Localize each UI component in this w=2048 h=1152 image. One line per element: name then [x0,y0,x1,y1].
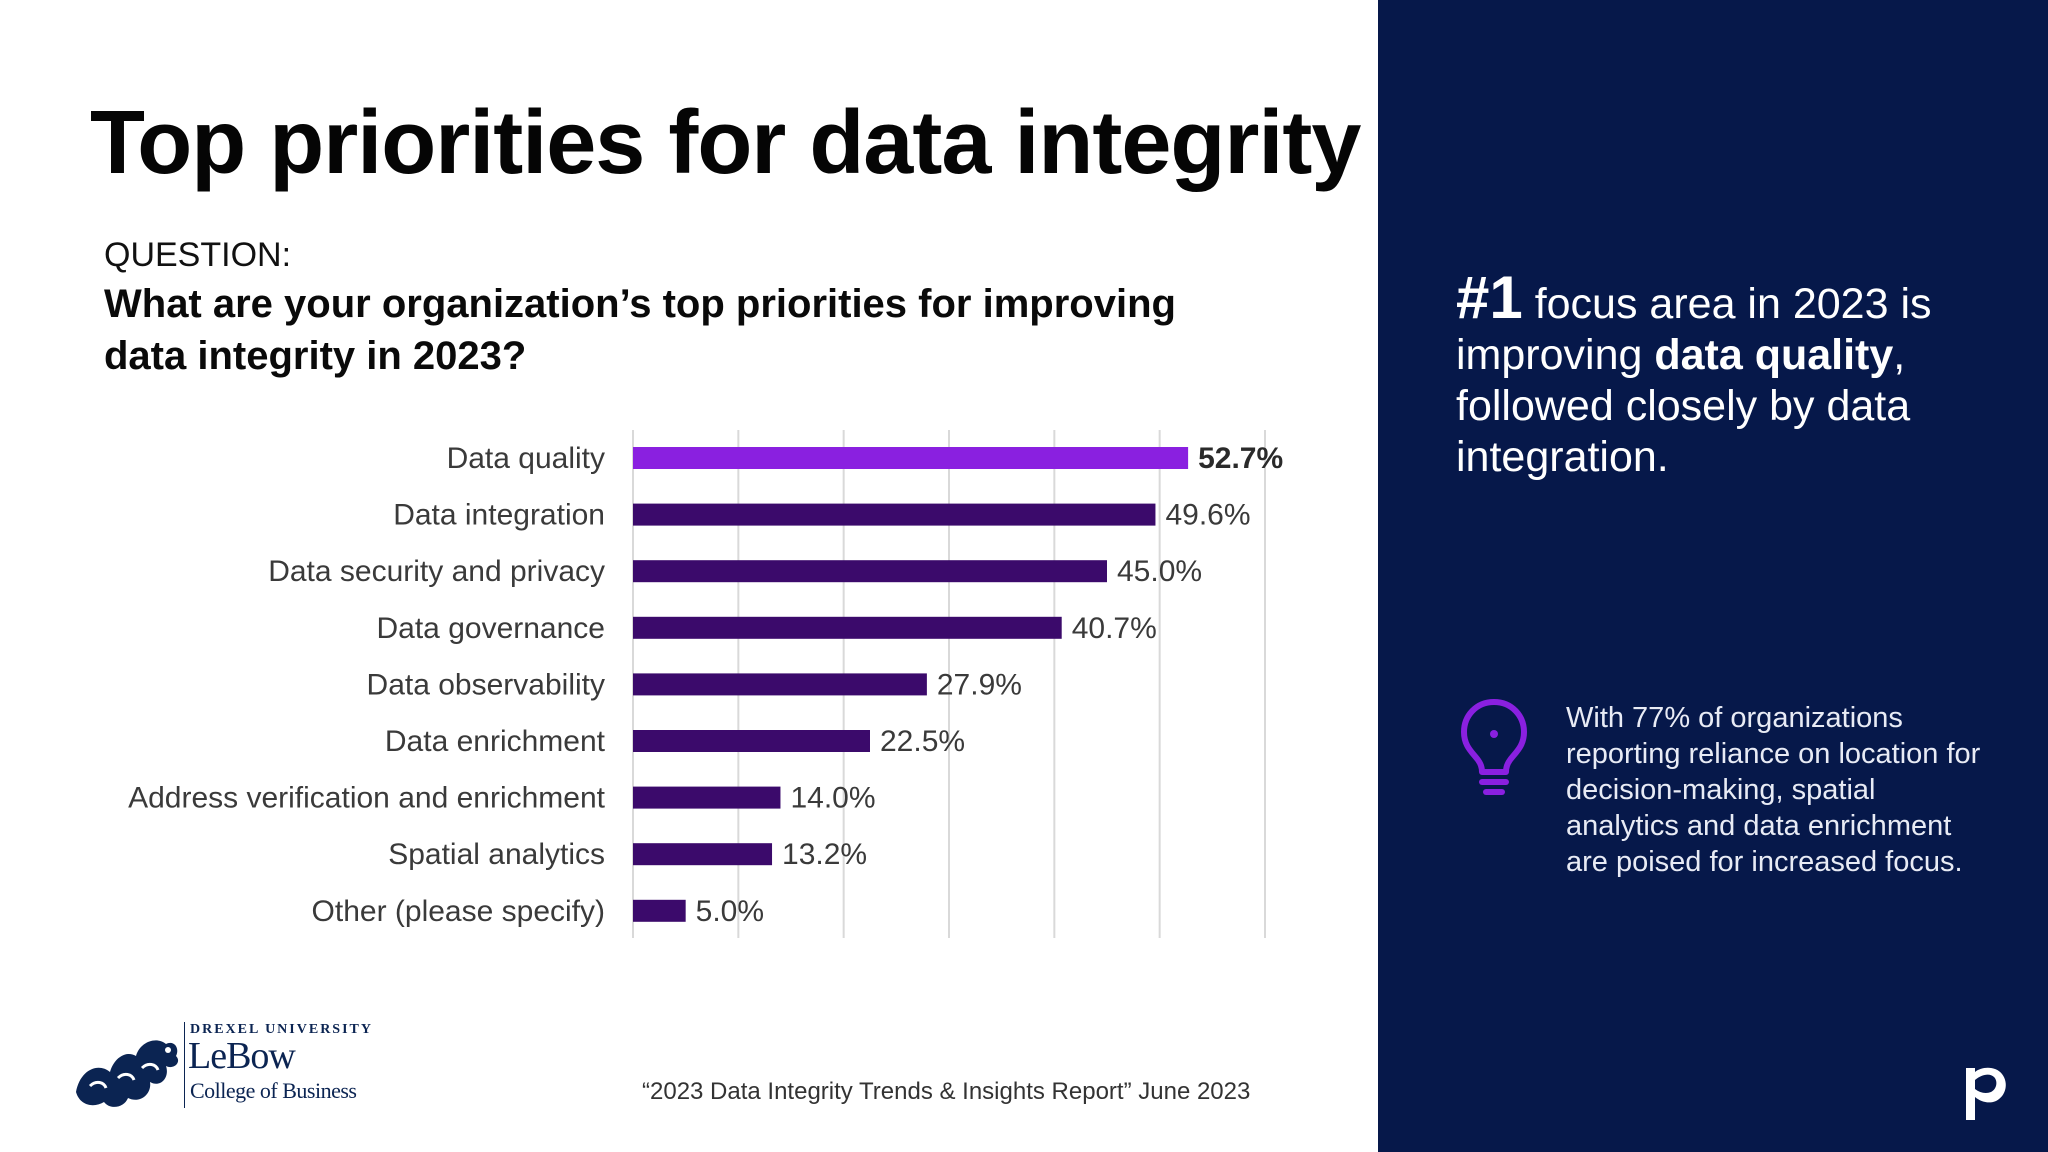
logo-college: College of Business [190,1078,357,1103]
source-citation: “2023 Data Integrity Trends & Insights R… [642,1078,1251,1105]
content-area: Top priorities for data integrity QUESTI… [70,93,1362,1118]
logo-divider [184,1022,185,1108]
bar [633,899,686,922]
lightbulb-icon [1461,699,1527,795]
value-label: 52.7% [1198,442,1283,475]
bar [633,560,1107,583]
lebow-logo: DREXEL UNIVERSITY LeBow College of Busin… [70,1018,390,1118]
category-label: Data security and privacy [268,555,605,588]
bar [633,730,870,752]
insight-text-1: focus area in 2023 is improving [1456,280,1932,379]
insight-text-2: , followed closely by data integration. [1456,331,1911,481]
page-title: Top priorities for data integrity [90,93,1361,193]
key-insight: #1 focus area in 2023 is improving data … [1456,268,2016,483]
bar-chart: Data quality 52.7% Data integration 49.6% Da… [128,430,1283,938]
bar [633,503,1156,526]
category-label: Address verification and enrichment [128,782,606,815]
bar [633,616,1062,639]
category-label: Data governance [377,612,606,645]
category-label: Other (please specify) [312,895,605,928]
insight-note: With 77% of organizations reporting reli… [1566,702,1981,878]
brand-logo-icon [1966,1067,2006,1120]
value-label: 49.6% [1165,499,1250,532]
rank-number: #1 [1456,264,1523,331]
question-label: QUESTION: [104,236,292,274]
category-label: Data integration [393,499,605,532]
category-label: Data enrichment [385,725,606,758]
logo-university: DREXEL UNIVERSITY [190,1022,373,1037]
question-text: What are your organization’s top priorit… [104,282,1176,378]
value-label: 14.0% [790,782,875,815]
category-label: Data observability [367,668,605,701]
dragon-icon [76,1040,179,1107]
bar [633,786,781,809]
logo-name: LeBow [188,1035,296,1077]
value-label: 27.9% [937,668,1022,701]
category-label: Spatial analytics [388,838,605,871]
insight-bold: data quality [1654,331,1894,379]
bar [633,843,773,866]
value-label: 40.7% [1072,612,1157,645]
bar [633,447,1189,469]
value-label: 5.0% [696,895,764,928]
value-label: 45.0% [1117,555,1202,588]
category-label: Data quality [447,442,605,475]
value-label: 22.5% [880,725,965,758]
value-label: 13.2% [782,838,867,871]
bar [633,673,927,696]
insight-panel [1378,0,2048,1152]
